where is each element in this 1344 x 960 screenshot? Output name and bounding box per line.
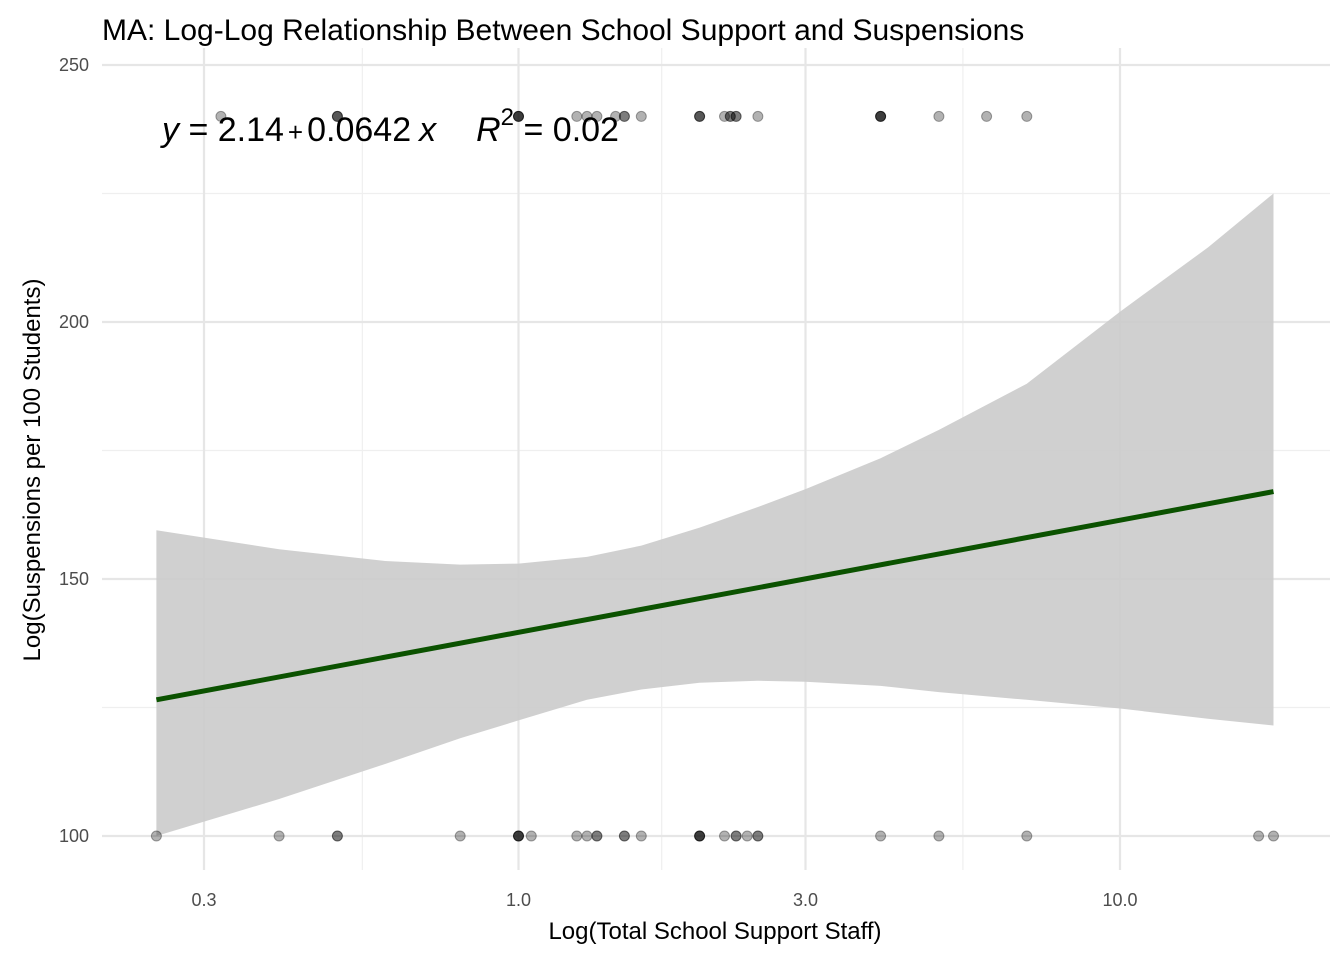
data-point <box>752 110 764 122</box>
x-axis-title: Log(Total School Support Staff) <box>548 918 881 945</box>
x-tick-label: 3.0 <box>793 890 818 910</box>
data-point <box>719 830 730 842</box>
data-point <box>591 830 603 842</box>
eq-y: y <box>160 111 181 149</box>
data-point <box>513 830 524 842</box>
data-point <box>581 110 593 122</box>
data-point <box>694 830 706 842</box>
x-tick-label: 1.0 <box>506 890 531 910</box>
chart-title: MA: Log-Log Relationship Between School … <box>102 14 1024 47</box>
data-point <box>694 110 706 122</box>
data-point <box>933 110 945 122</box>
y-tick-label: 150 <box>59 569 89 589</box>
data-point <box>875 830 887 842</box>
data-point <box>331 830 343 842</box>
y-tick-label: 250 <box>59 55 89 75</box>
data-point <box>933 830 945 842</box>
data-point <box>981 110 993 122</box>
eq-coef: 0.0642 <box>307 111 411 149</box>
data-point <box>513 110 524 122</box>
r2-superscript: 2 <box>501 104 514 131</box>
data-point <box>1253 830 1265 842</box>
data-point <box>273 830 285 842</box>
y-tick-label: 200 <box>59 312 89 332</box>
data-point <box>635 830 647 842</box>
data-point <box>571 830 583 842</box>
data-point <box>215 110 227 122</box>
data-point <box>618 830 630 842</box>
data-point <box>581 830 593 842</box>
data-point <box>525 830 537 842</box>
r2-R: R <box>476 111 501 149</box>
y-tick-label: 100 <box>59 826 89 846</box>
data-point <box>752 830 764 842</box>
regression-equation: y = 2.14 +0.0642 x R2 = 0.02 <box>160 104 619 149</box>
data-point <box>618 110 630 122</box>
data-point <box>1268 830 1279 842</box>
y-tick-labels: 100 150 200 250 <box>59 55 89 846</box>
eq-x: x <box>417 111 437 149</box>
x-tick-labels: 0.3 1.0 3.0 10.0 <box>191 890 1137 910</box>
confidence-band <box>156 193 1274 836</box>
data-point <box>730 110 742 122</box>
y-axis-title: Log(Suspensions per 100 Students) <box>19 279 46 662</box>
x-tick-label: 0.3 <box>191 890 216 910</box>
data-point <box>1021 830 1033 842</box>
eq-plus: + <box>288 117 303 147</box>
data-point <box>875 110 887 122</box>
data-point <box>741 830 753 842</box>
data-point <box>454 830 466 842</box>
data-point <box>1021 110 1033 122</box>
r2-value: = 0.02 <box>514 111 619 149</box>
points-layer <box>150 110 1279 842</box>
data-point <box>331 110 343 122</box>
fit-line <box>155 489 1274 703</box>
x-tick-label: 10.0 <box>1102 890 1137 910</box>
data-point <box>635 110 647 122</box>
data-point <box>150 830 162 842</box>
data-point <box>730 830 742 842</box>
eq-intercept: = 2.14 <box>179 111 284 149</box>
data-point <box>571 110 583 122</box>
data-point <box>591 110 603 122</box>
